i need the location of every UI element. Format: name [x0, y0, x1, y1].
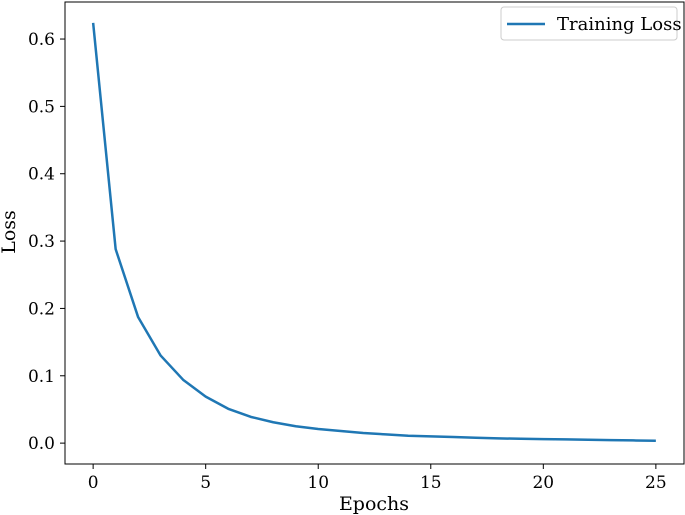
x-tick-label: 15	[420, 473, 442, 493]
y-axis-label: Loss	[0, 210, 20, 254]
legend: Training Loss	[500, 6, 682, 41]
y-tick-label: 0.3	[28, 232, 55, 252]
series-layer	[91, 22, 656, 443]
x-tick-label: 25	[645, 473, 667, 493]
y-tick-label: 0.2	[28, 299, 55, 319]
x-tick-label: 10	[307, 473, 329, 493]
axes	[64, 1, 685, 465]
y-tick-label: 0.1	[28, 367, 55, 387]
y-axis-ticks: 0.0 0.1 0.2 0.3 0.4 0.5 0.6	[28, 30, 65, 454]
y-tick-label: 0.4	[28, 165, 55, 185]
y-tick-label: 0.0	[28, 434, 55, 454]
x-tick-label: 0	[88, 473, 99, 493]
y-tick-label: 0.5	[28, 97, 55, 117]
x-axis-label: Epochs	[339, 493, 409, 515]
series-line-0	[91, 22, 656, 443]
legend-box	[500, 6, 678, 41]
x-tick-label: 20	[532, 473, 554, 493]
x-tick-label: 5	[200, 473, 211, 493]
x-axis-ticks: 0 5 10 15 20 25	[88, 464, 667, 493]
plot-frame	[64, 1, 685, 465]
legend-label: Training Loss	[557, 14, 682, 35]
y-tick-label: 0.6	[28, 30, 55, 50]
